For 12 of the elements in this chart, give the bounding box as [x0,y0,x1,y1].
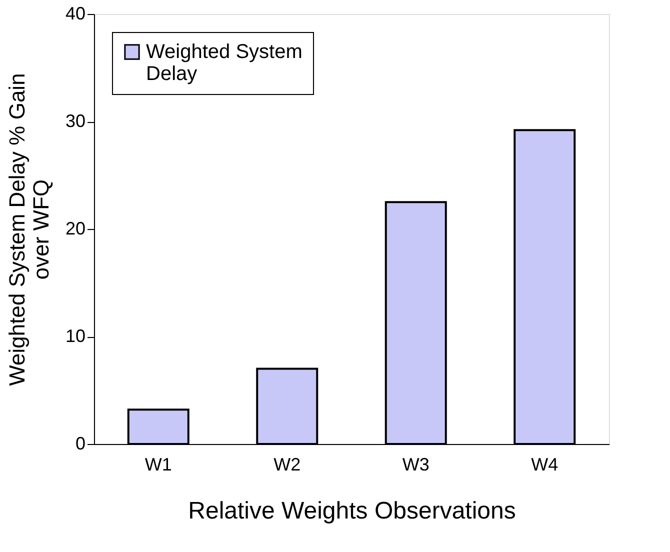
y-tick-label: 10 [65,326,86,346]
x-tick-label: W4 [531,454,558,474]
x-tick-label: W2 [274,454,301,474]
y-tick-label: 30 [65,111,86,131]
legend-label: Weighted System Delay [146,41,302,85]
y-axis-title: Weighted System Delay % Gain over WFQ [4,73,54,386]
x-tick-label: W3 [402,454,430,474]
x-tick-label: W1 [144,454,172,474]
y-tick-label: 40 [65,4,86,24]
y-tick-label: 0 [75,434,86,454]
y-tick-label: 20 [65,218,86,238]
x-axis-title: Relative Weights Observations [188,498,516,524]
